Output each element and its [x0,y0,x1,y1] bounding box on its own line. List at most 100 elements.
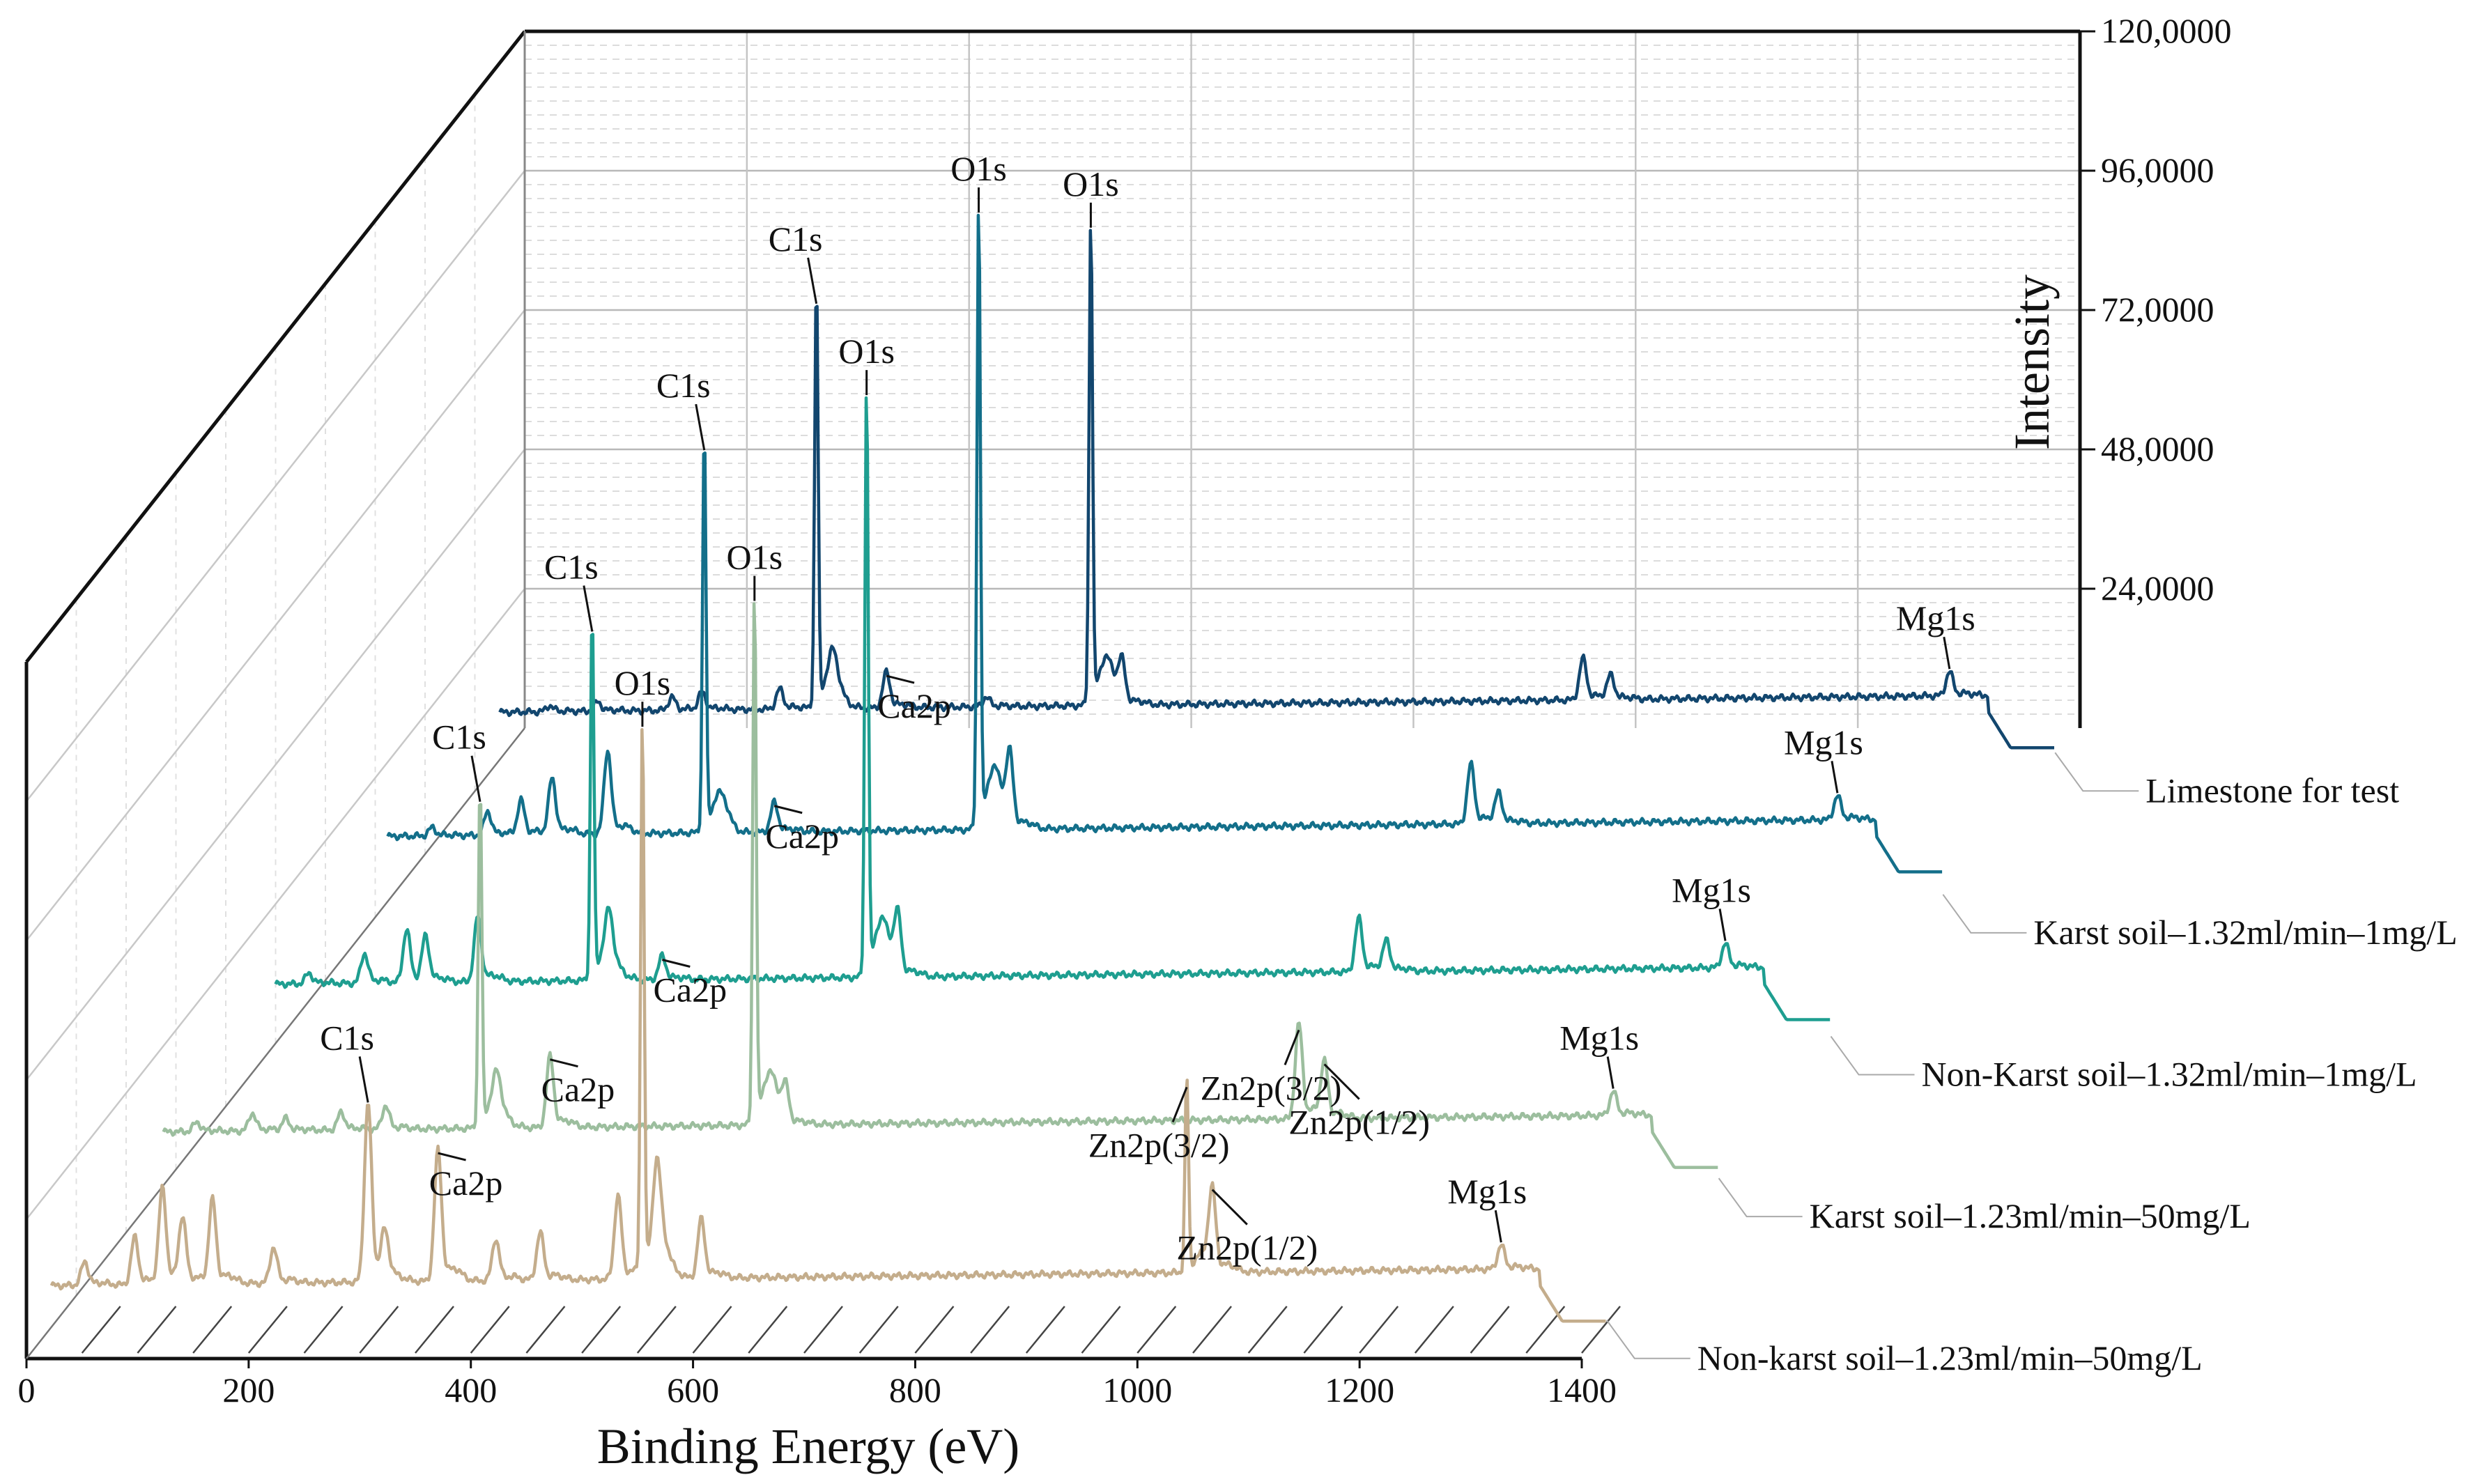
peak-label: C1s [432,718,486,757]
peak-label: Ca2p [541,1070,615,1109]
chart-legend: Limestone for test Karst soil–1.32ml/min–… [1605,752,2458,1377]
floor-depth-tick [81,1306,121,1354]
peak-leader-line [695,403,706,451]
floor-depth-tick [525,1306,566,1354]
floor-depth-tick [803,1306,843,1354]
legend-label: Non-karst soil–1.23ml/min–50mg/L [1697,1338,2203,1377]
peak-leader-line [886,674,915,684]
floor-depth-tick [1192,1306,1232,1354]
peak-label: Mg1s [1784,722,1863,762]
spectrum-line [386,213,1943,874]
peak-label: O1s [615,663,671,702]
legend-connector [2054,752,2139,792]
x-tick-label: 1000 [1102,1370,1172,1409]
x-tick-label: 400 [445,1370,497,1409]
peak-leader-line [583,585,594,632]
floor-depth-tick [415,1306,454,1354]
peak-leader-line [1831,761,1839,794]
floor-depth-tick [914,1306,955,1354]
peak-leader-line [1171,1086,1188,1122]
peak-leader-line [1323,1063,1360,1100]
peak-leader-line [773,805,803,814]
floor-depth-tick [359,1306,399,1354]
x-tick-label: 0 [18,1370,36,1409]
peak-label: O1s [950,149,1007,188]
legend-label: Karst soil–1.23ml/min–50mg/L [1810,1196,2251,1235]
floor-depth-tick [470,1306,510,1354]
peak-label: C1s [544,547,599,586]
left-wall-diagonal-gridline [26,449,525,1081]
spectrum-line [162,602,1718,1169]
left-wall-diagonal-gridline [26,588,525,1220]
peak-leader-line [358,1056,369,1103]
floor-depth-tick [1137,1306,1177,1354]
left-wall-diagonal-gridline [26,170,525,802]
left-wall-diagonal-gridline [26,309,525,941]
x-tick-label: 800 [889,1370,941,1409]
chart-ticks: 24,0000 48,0000 72,0000 96,0000 120,0000 0 200… [18,11,2232,1409]
floor-depth-tick [192,1306,233,1354]
floor-depth-tick [1303,1306,1343,1354]
legend-connector [1605,1320,1690,1359]
peak-leader-line [807,257,818,304]
peak-leader-line [1284,1029,1300,1066]
chart-frame [24,29,2082,1361]
floor-depth-tick [692,1306,732,1354]
floor-depth-tick [137,1306,177,1354]
peak-leader-line [1718,909,1727,941]
legend-connector [1942,894,2027,934]
peak-leader-line [470,755,481,802]
floor-depth-tick [1025,1306,1065,1354]
peak-leader-line [1211,1189,1248,1226]
peak-label: Zn2p(3/2) [1201,1068,1342,1107]
peak-label: O1s [726,538,783,577]
floor-depth-tick [581,1306,622,1354]
floor-depth-tick [636,1306,677,1354]
x-tick-label: 200 [222,1370,275,1409]
y-tick-label: 24,0000 [2101,569,2214,608]
floor-depth-tick [970,1306,1010,1354]
spectrum-line [498,229,2055,750]
y-tick-label: 48,0000 [2101,429,2214,468]
x-tick-label: 600 [667,1370,719,1409]
floor-depth-tick [1247,1306,1288,1354]
chart-grid [26,30,2081,1354]
floor-depth-tick [858,1306,899,1354]
peak-label: Mg1s [1672,870,1751,909]
x-tick-label: 1400 [1547,1370,1617,1409]
floor-depth-tick [1581,1306,1621,1354]
floor-left-edge [26,727,525,1359]
peak-label: Zn2p(1/2) [1288,1103,1430,1142]
peak-label: Ca2p [429,1164,503,1203]
floor-depth-tick [247,1306,288,1354]
peak-leader-line [661,959,691,968]
peak-leader-line [1494,1209,1502,1243]
floor-depth-tick [1470,1306,1510,1354]
y-tick-label: 72,0000 [2101,290,2214,329]
peak-label: Mg1s [1896,598,1975,637]
peak-label: C1s [320,1018,374,1057]
peak-leader-line [550,1058,578,1068]
peak-leader-line [438,1152,466,1161]
y-axis-title: Intensity [2004,275,2060,450]
peak-label: Mg1s [1447,1172,1527,1211]
floor-depth-tick [1414,1306,1454,1354]
legend-label: Non-Karst soil–1.32ml/min–1mg/L [1922,1055,2417,1094]
x-tick-label: 1200 [1325,1370,1394,1409]
peak-label: Mg1s [1559,1019,1639,1058]
y-tick-label: 96,0000 [2101,150,2214,190]
chart-annotations: C1s Ca2p O1s Mg1s C1s Ca2p O1s Mg1s C1s Ca2p O1s Mg… [320,149,1975,1267]
legend-connector [1830,1035,1915,1076]
top-left-edge [25,30,526,663]
y-tick-label: 120,0000 [2101,11,2232,50]
peak-label: Ca2p [765,817,839,856]
peak-label: O1s [1063,164,1119,203]
peak-label: Ca2p [877,686,951,725]
peak-label: Ca2p [654,971,727,1010]
peak-label: O1s [838,332,895,371]
peak-label: C1s [656,366,711,405]
peak-label: Zn2p(1/2) [1176,1228,1318,1267]
peak-leader-line [1606,1056,1615,1089]
floor-depth-tick [748,1306,788,1354]
